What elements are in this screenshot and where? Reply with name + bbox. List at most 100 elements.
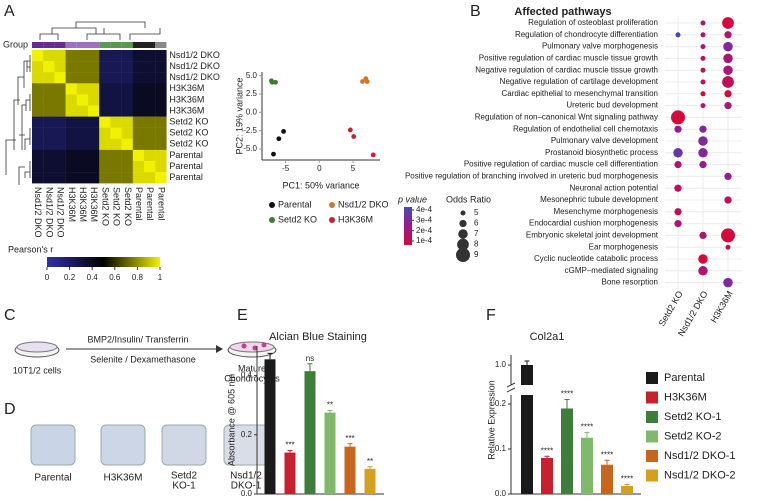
heatmap-cell — [155, 50, 167, 62]
bar — [561, 408, 573, 494]
dish-label: Nsd1/2 — [230, 471, 262, 482]
heatmap-cell — [76, 149, 89, 162]
row-label: Setd2 KO — [169, 117, 208, 127]
point — [273, 79, 278, 85]
legend-label: Setd2 KO-1 — [664, 411, 721, 423]
colorbar-title: Pearson's r — [8, 244, 53, 254]
error-bar — [524, 360, 530, 365]
row-label: H3K36M — [169, 105, 204, 115]
panel-label: B — [470, 3, 481, 20]
legend-swatch — [646, 411, 658, 423]
pathway-label: Regulation of osteoblast proliferation — [528, 18, 658, 27]
reagents: Selenite / Dexamethasone — [90, 354, 196, 364]
dot — [723, 65, 733, 75]
column-label: Setd2 KO — [657, 289, 685, 328]
heatmap-cell — [32, 94, 44, 106]
group-bar — [54, 42, 66, 48]
legend-label: Setd2 KO-2 — [664, 430, 721, 442]
heatmap-cell — [121, 127, 133, 139]
heatmap-cell — [110, 138, 122, 151]
heatmap-cell — [65, 105, 77, 117]
pathway-label: Regulation of endothelial cell chemotaxi… — [513, 124, 658, 133]
bar — [521, 365, 533, 385]
group-bar — [155, 42, 167, 48]
y-tick-label: 1.0 — [495, 360, 507, 369]
row-label: Parental — [169, 172, 203, 182]
heatmap-cell — [76, 50, 89, 62]
group-label: Group — [3, 39, 28, 49]
heatmap-cell — [65, 149, 77, 162]
column-label: Nsd1/2 DKO — [44, 187, 54, 238]
heatmap-cell — [43, 83, 55, 95]
row-label: Parental — [169, 161, 203, 171]
heatmap-cell — [155, 116, 167, 128]
heatmap-cell — [65, 61, 77, 73]
dot — [700, 103, 706, 109]
colorbar-tick-label: 0.8 — [132, 273, 144, 282]
y-axis-title: Relative Expression — [486, 380, 496, 460]
dot — [700, 67, 706, 73]
panel-label: A — [4, 3, 15, 20]
heatmap-cell — [76, 161, 89, 173]
panel-label: E — [237, 307, 248, 324]
legend-marker — [329, 202, 335, 208]
heatmap-cell — [144, 172, 156, 184]
bar — [541, 458, 553, 494]
legend-swatch — [646, 372, 658, 384]
heatmap-cell — [132, 50, 145, 62]
pathway-label: Positive regulation of cardiac muscle ce… — [464, 160, 658, 169]
legend-swatch — [646, 430, 658, 443]
heatmap-cell — [54, 149, 66, 162]
heatmap-cell — [110, 116, 122, 128]
colorbar — [47, 257, 160, 267]
heatmap-cell — [54, 61, 66, 73]
point — [364, 79, 370, 84]
heatmap-cell — [99, 83, 111, 95]
dot — [700, 55, 706, 61]
chart-title: Col2a1 — [530, 331, 565, 343]
dot — [699, 231, 707, 240]
heatmap-cell — [88, 61, 100, 73]
heatmap-cell — [43, 127, 55, 139]
heatmap-cell — [155, 138, 167, 151]
error-bar — [287, 449, 293, 453]
significance: **** — [541, 446, 553, 455]
significance: *** — [285, 441, 294, 450]
row-label: Nsd1/2 DKO — [169, 50, 220, 60]
dot — [673, 148, 683, 158]
group-bar — [99, 42, 111, 48]
heatmap-cell — [99, 127, 111, 139]
pathway-label: Cyclic nucleotide catabolic process — [534, 254, 658, 263]
dot — [700, 91, 706, 97]
heatmap-cell — [43, 116, 55, 128]
heatmap-cell — [99, 50, 111, 62]
legend-label: Setd2 KO — [278, 214, 317, 224]
heatmap-cell — [155, 94, 167, 106]
bar — [304, 371, 316, 494]
error-bar — [347, 443, 353, 447]
heatmap-cell — [110, 149, 122, 162]
heatmap-cell — [65, 83, 77, 95]
error-bar — [327, 410, 333, 413]
heatmap-cell — [76, 105, 89, 117]
heatmap-cell — [132, 94, 145, 106]
column-label: Parental — [145, 187, 155, 221]
y-tick-label: -5.0 — [243, 144, 257, 153]
size-legend-marker — [457, 238, 469, 251]
bar — [264, 359, 276, 494]
heatmap-cell — [121, 72, 133, 84]
heatmap-cell — [144, 138, 156, 151]
dish-label: KO-1 — [172, 481, 196, 492]
dot — [700, 44, 706, 50]
heatmap-cell — [65, 138, 77, 151]
significance: ** — [367, 457, 373, 466]
colorbar-tick-label: 1 — [158, 273, 163, 282]
end-label: Chondrocytes — [224, 373, 280, 383]
heatmap-cell — [155, 61, 167, 73]
y-axis-title: PC2: 19% variance — [234, 77, 244, 154]
heatmap-cell — [132, 116, 145, 128]
point — [281, 129, 286, 134]
heatmap-cell — [132, 161, 145, 173]
heatmap-cell — [65, 72, 77, 84]
